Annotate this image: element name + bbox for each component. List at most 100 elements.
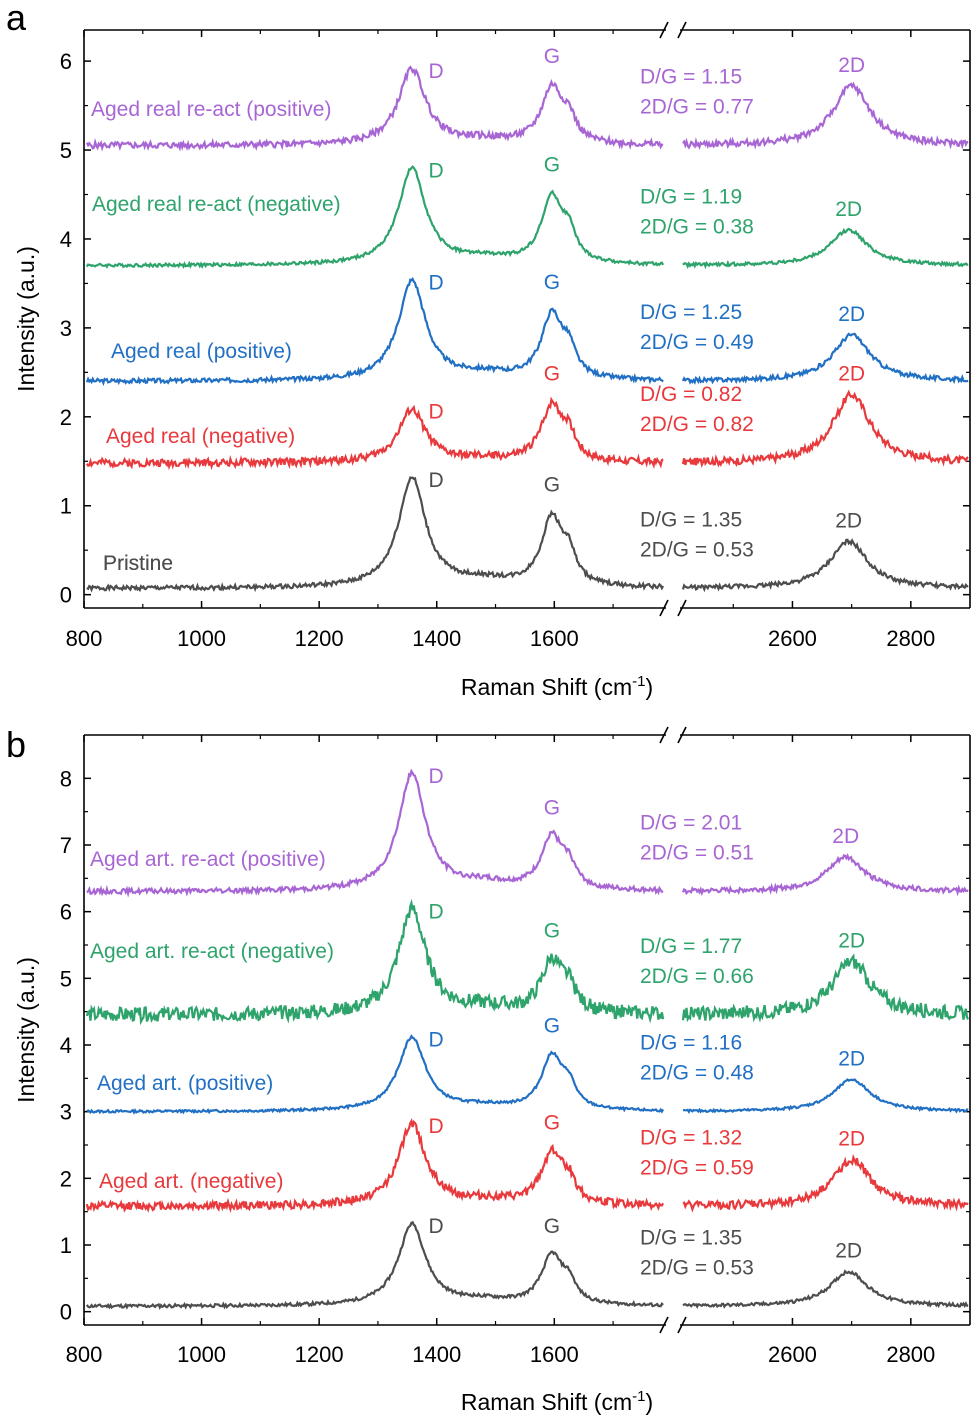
- axis-break-mark: [677, 21, 687, 39]
- peak-label-g: G: [544, 796, 560, 819]
- x-axis-label: Raman Shift (cm-1): [461, 673, 653, 700]
- x-tick-label: 1200: [295, 1342, 344, 1367]
- series-line: [682, 227, 969, 270]
- series-name-label: Pristine: [103, 552, 173, 575]
- peak-label-d: D: [428, 60, 443, 83]
- axis-break-mark: [677, 599, 687, 617]
- series-0: Pristine D G 2D D/G = 1.35 2D/G = 0.53: [86, 469, 969, 593]
- peak-label-d: D: [428, 765, 443, 788]
- axis-break-mark: [659, 1316, 669, 1334]
- y-tick-label: 6: [60, 900, 72, 925]
- x-tick-label: 1000: [177, 626, 226, 651]
- y-tick-label: 0: [60, 1300, 72, 1325]
- ratio-dg-label: D/G = 1.16: [640, 1032, 742, 1055]
- ratio-2dg-label: 2D/G = 0.77: [640, 96, 754, 119]
- series-line: [85, 1220, 664, 1311]
- series-line: [85, 65, 664, 152]
- series-line: [681, 389, 969, 468]
- series-line: [682, 81, 969, 151]
- ratio-2dg-label: 2D/G = 0.53: [640, 538, 754, 561]
- peak-label-g: G: [544, 271, 560, 294]
- series-4: Aged real re-act (positive) D G 2D D/G = 1.1…: [85, 45, 969, 152]
- ratio-dg-label: D/G = 1.15: [640, 66, 742, 89]
- panel-label: a: [6, 0, 27, 38]
- ratio-dg-label: D/G = 0.82: [640, 383, 742, 406]
- peak-label-2d: 2D: [835, 1240, 862, 1263]
- ratio-2dg-label: 2D/G = 0.51: [640, 842, 754, 865]
- peak-label-2d: 2D: [838, 54, 865, 77]
- x-tick-label: 1400: [412, 1342, 461, 1367]
- x-tick-label: 2800: [886, 626, 935, 651]
- ratio-2dg-label: 2D/G = 0.49: [640, 331, 754, 354]
- series-line: [681, 953, 970, 1023]
- y-tick-label: 3: [60, 1100, 72, 1125]
- y-tick-label: 0: [60, 583, 72, 608]
- axis-break-mark: [659, 599, 669, 617]
- series-3: Aged art. re-act (negative) D G 2D D/G = 1.7…: [85, 898, 970, 1026]
- series-4: Aged art. re-act (positive) D G 2D D/G = 2.0…: [86, 765, 969, 898]
- y-tick-label: 7: [60, 833, 72, 858]
- y-tick-label: 6: [60, 49, 72, 74]
- peak-label-2d: 2D: [838, 930, 865, 953]
- ratio-dg-label: D/G = 1.32: [640, 1126, 742, 1149]
- series-line: [86, 476, 665, 593]
- series-line: [682, 1153, 969, 1213]
- x-tick-label: 800: [66, 626, 103, 651]
- series-name-label: Pristine: [103, 552, 173, 575]
- x-tick-label: 2800: [886, 1342, 935, 1367]
- peak-label-g: G: [544, 363, 560, 386]
- x-tick-label: 2600: [768, 1342, 817, 1367]
- y-axis-label: Intensity (a.u.): [13, 246, 39, 392]
- y-tick-label: 2: [60, 405, 72, 430]
- peak-label-g: G: [544, 1215, 560, 1238]
- ratio-2dg-label: 2D/G = 0.59: [640, 1156, 754, 1179]
- peak-label-d: D: [428, 1115, 443, 1138]
- x-tick-label: 1600: [530, 626, 579, 651]
- series-name-label: Aged art. re-act (positive): [90, 848, 326, 871]
- series-name-label: Aged real re-act (positive): [91, 98, 331, 121]
- series-line: [85, 1117, 665, 1214]
- axis-break-mark: [677, 726, 687, 744]
- series-2: Aged art. (positive) D G 2D D/G = 1.16 2D/G =…: [86, 1014, 969, 1115]
- x-tick-label: 1200: [295, 626, 344, 651]
- series-line: [681, 537, 969, 593]
- peak-label-d: D: [428, 272, 443, 295]
- peak-label-g: G: [544, 154, 560, 177]
- peak-label-2d: 2D: [838, 363, 865, 386]
- y-tick-label: 5: [60, 138, 72, 163]
- peak-label-2d: 2D: [838, 1048, 865, 1071]
- x-tick-label: 1600: [530, 1342, 579, 1367]
- series-name-label: Aged art. re-act (negative): [90, 940, 334, 963]
- ratio-2dg-label: 2D/G = 0.82: [640, 413, 754, 436]
- ratio-dg-label: D/G = 1.35: [640, 1226, 742, 1249]
- peak-label-d: D: [428, 1028, 443, 1051]
- axes-frame: [83, 21, 971, 617]
- peak-label-g: G: [544, 1112, 560, 1135]
- y-tick-label: 3: [60, 316, 72, 341]
- peak-label-d: D: [428, 469, 443, 492]
- y-tick-label: 2: [60, 1166, 72, 1191]
- y-tick-label: 5: [60, 966, 72, 991]
- series-line: [85, 277, 664, 387]
- series-1: Aged art. (negative) D G 2D D/G = 1.32 2D/G =…: [85, 1112, 969, 1214]
- series-name-label: Aged real (positive): [111, 340, 292, 363]
- peak-label-d: D: [428, 160, 443, 183]
- axis-break-mark: [677, 1316, 687, 1334]
- ratio-2dg-label: 2D/G = 0.53: [640, 1256, 754, 1279]
- series-0: Pristine D G 2D D/G = 1.35 2D/G = 0.53: [85, 552, 969, 1311]
- x-tick-label: 800: [66, 1342, 103, 1367]
- peak-label-d: D: [428, 900, 443, 923]
- ratio-dg-label: D/G = 1.19: [640, 186, 742, 209]
- series-name-label: Aged real re-act (negative): [92, 193, 341, 216]
- series-1: Aged real (negative) D G 2D D/G = 0.82 2D/G =…: [85, 363, 969, 471]
- ratio-dg-label: D/G = 1.35: [640, 508, 742, 531]
- peak-label-2d: 2D: [832, 825, 859, 848]
- y-tick-label: 1: [60, 494, 72, 519]
- series-line: [85, 898, 665, 1026]
- ratio-dg-label: D/G = 2.01: [640, 812, 742, 835]
- series-name-label: Aged art. (positive): [97, 1072, 273, 1095]
- y-axis-label: Intensity (a.u.): [13, 957, 39, 1103]
- series-3: Aged real re-act (negative) D G 2D D/G = 1.1…: [85, 154, 969, 270]
- series-line: [86, 768, 664, 898]
